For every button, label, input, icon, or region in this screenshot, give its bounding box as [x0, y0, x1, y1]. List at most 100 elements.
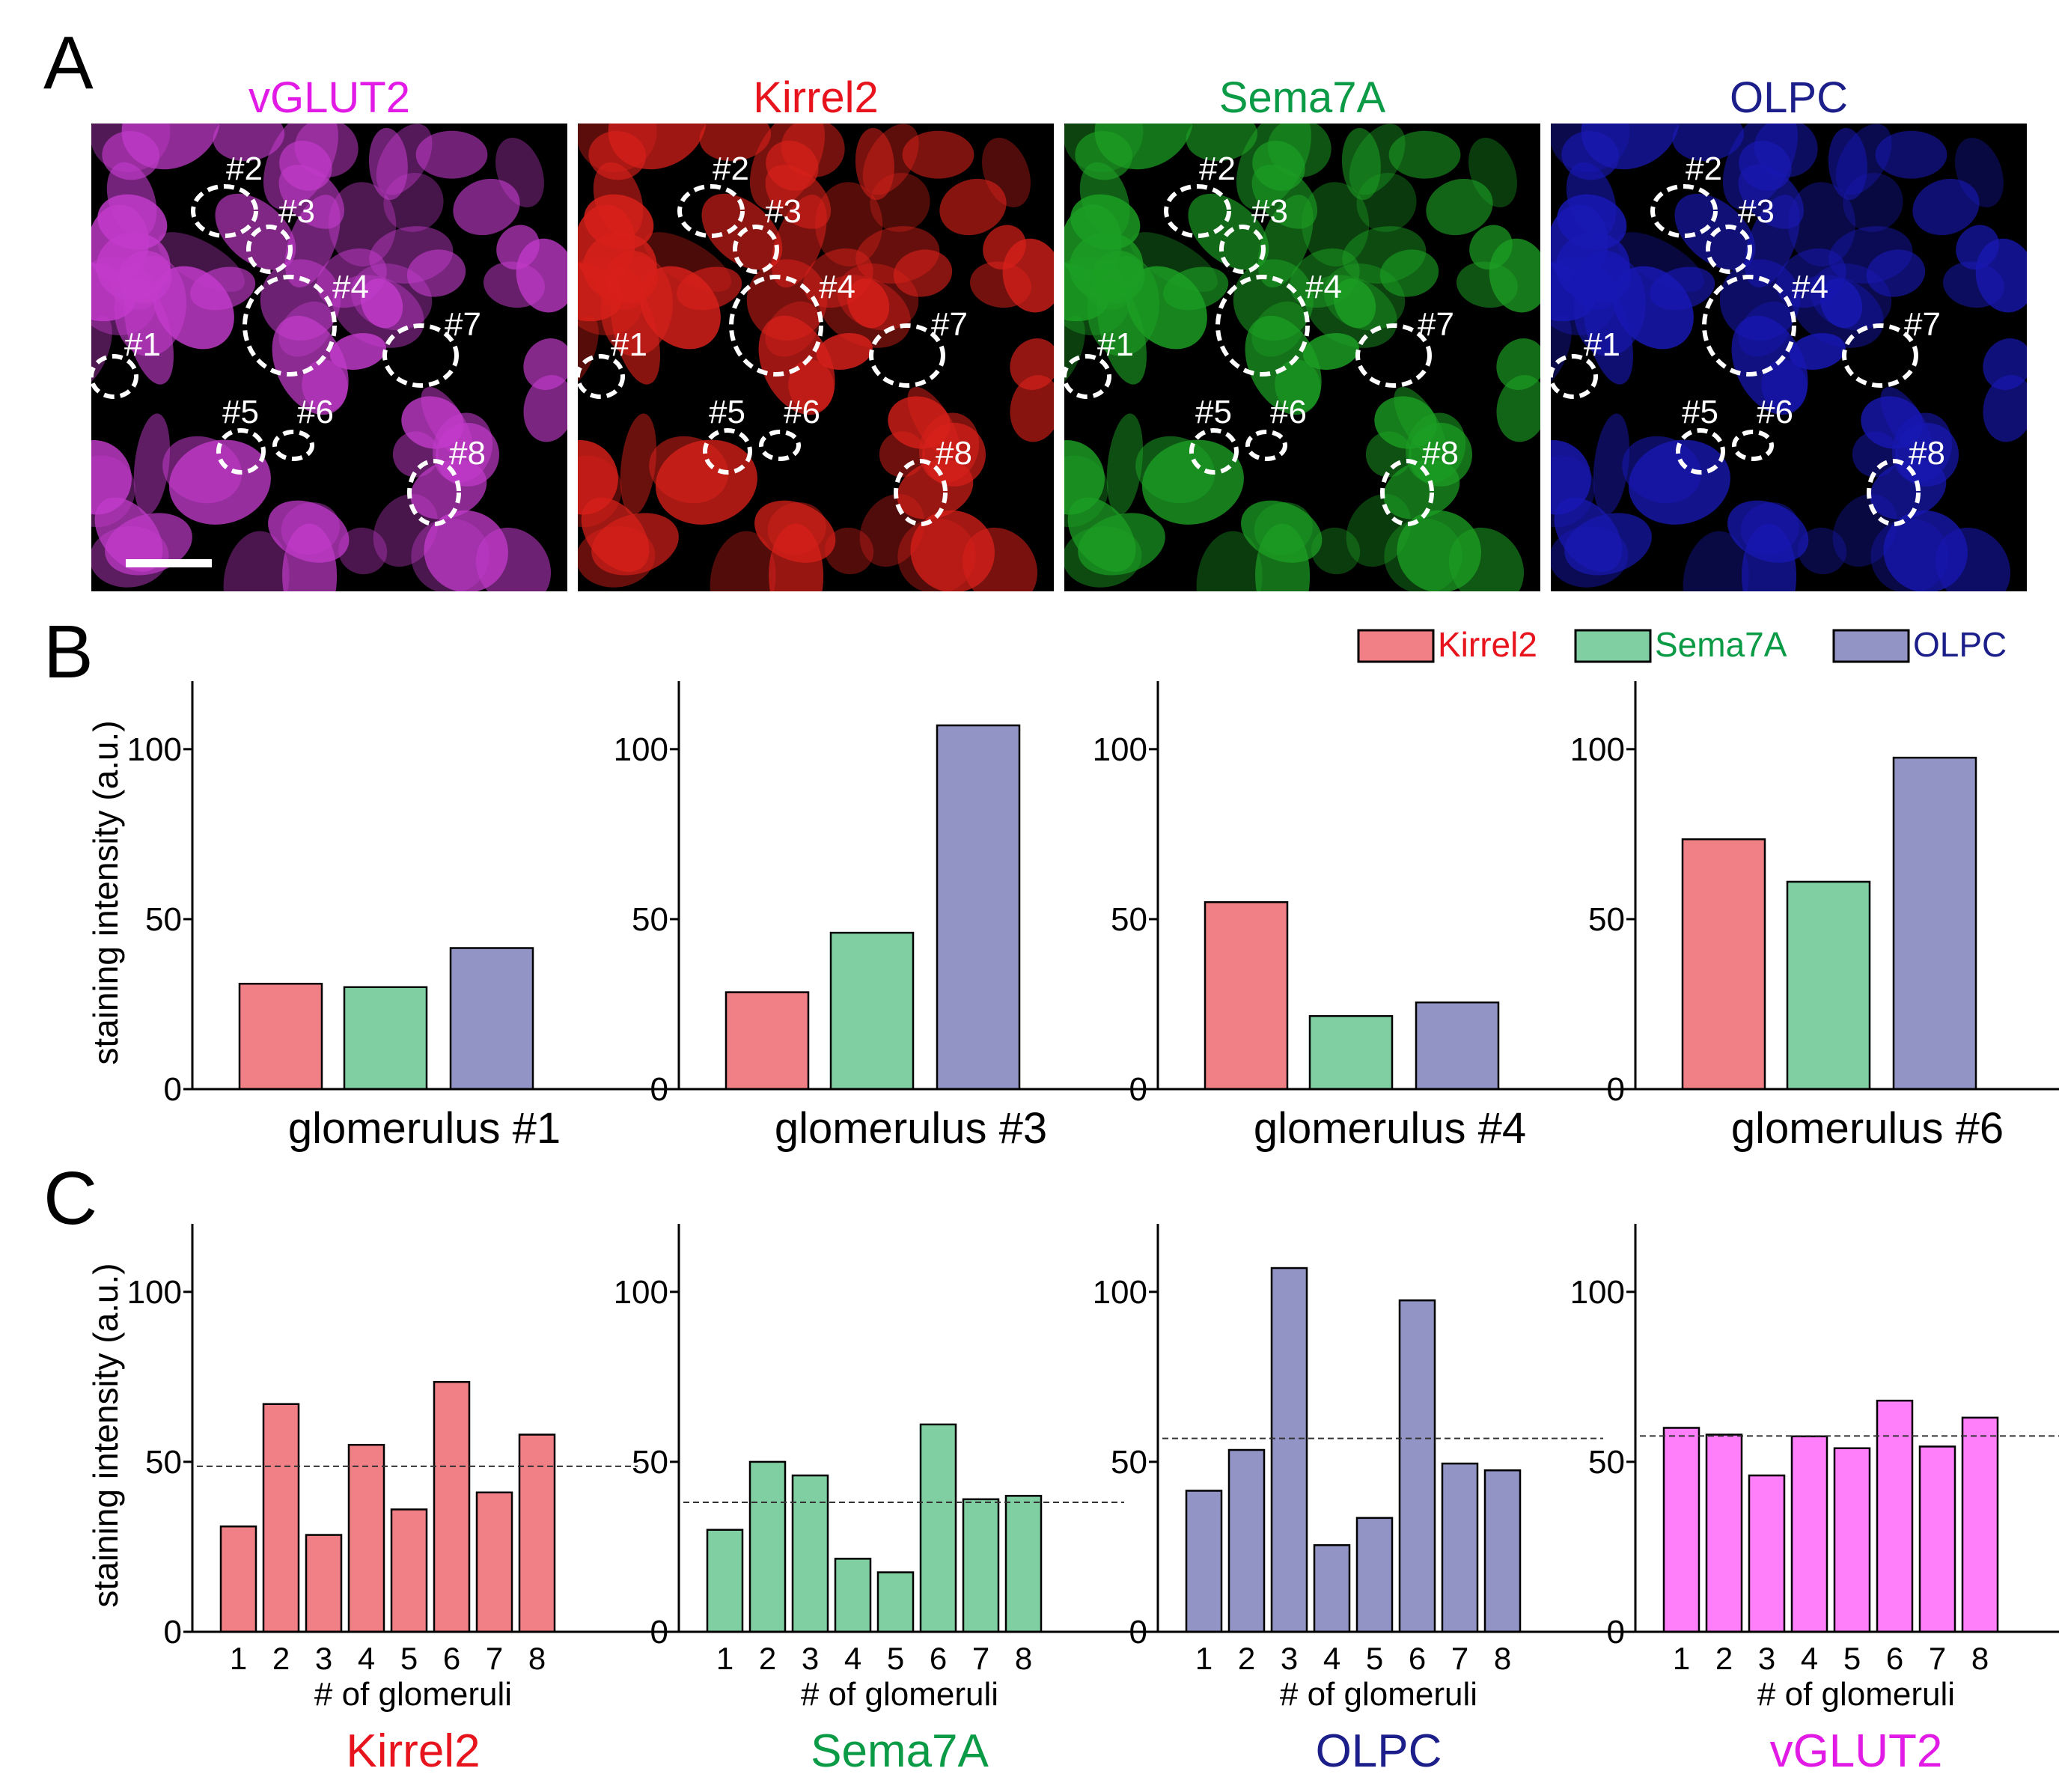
- glomerulus-outline: [1164, 184, 1231, 238]
- tissue-blob: [1581, 124, 1680, 170]
- tissue-blob: [1365, 431, 1412, 478]
- tissue-blob: [1334, 278, 1376, 329]
- tissue-blob: [1956, 225, 1999, 270]
- glomerulus-outline: [759, 430, 801, 461]
- x-tick-label: 2: [1715, 1641, 1733, 1676]
- tissue-blob: [484, 261, 545, 308]
- tissue-blob: [919, 412, 980, 483]
- tissue-blob: [121, 124, 221, 170]
- y-tick-label: 50: [1111, 901, 1147, 938]
- tissue-blob: [223, 531, 290, 591]
- chart-c-1: 1 2 3 4 5 6 7 8 0 50 100 # of glomeruli Kirrel2 stain…: [86, 1224, 694, 1777]
- tissue-blob: [982, 138, 1031, 207]
- tissue-blob: [1935, 527, 2011, 591]
- y-tick-label: 0: [164, 1614, 182, 1651]
- chart-title: Sema7A: [811, 1725, 989, 1777]
- x-tick-label: 7: [972, 1641, 989, 1676]
- tissue-blob: [902, 130, 974, 179]
- tissue-blob: [1078, 513, 1165, 576]
- x-tick-label: 3: [1758, 1641, 1775, 1676]
- y-tick-label: 0: [650, 1071, 668, 1108]
- glomerulus-label: #3: [765, 193, 802, 230]
- micrograph-title: OLPC: [1730, 73, 1848, 122]
- tissue-blob: [1593, 413, 1630, 516]
- tissue-blob: [383, 172, 444, 232]
- tissue-blob: [1090, 250, 1145, 304]
- y-tick-label: 50: [1588, 901, 1625, 938]
- micrograph-kirrel2: #1 #2 #3 #4 #5 #6 #7 #8: [576, 124, 1054, 591]
- bar: [1705, 1433, 1743, 1633]
- tissue-blob: [1106, 413, 1144, 516]
- chart-title: Kirrel2: [346, 1725, 480, 1777]
- glomerulus-label: #4: [1792, 269, 1828, 305]
- micrograph-vglut2: #1 #2 #3 #4 #5 #6 #7 #8: [89, 124, 567, 591]
- glomerulus-label: #2: [226, 150, 263, 187]
- tissue-blob: [523, 375, 567, 442]
- glomerulus-label: #3: [278, 193, 315, 230]
- glomerulus-label: #5: [222, 394, 259, 430]
- tissue-blob: [91, 315, 112, 388]
- x-axis-label: glomerulus #3: [775, 1104, 1047, 1153]
- glomerulus-outline: [729, 275, 823, 377]
- glomerulus-outline: [1380, 459, 1434, 526]
- glomerulus-label: #1: [1097, 326, 1134, 363]
- y-tick-label: 100: [127, 1274, 182, 1311]
- legend-label: Kirrel2: [1438, 625, 1537, 664]
- chart-b-1: 0 50 100 glomerulus #1 staining intensity (a…: [86, 681, 694, 1153]
- tissue-blob: [1742, 523, 1797, 591]
- tissue-blob: [1255, 523, 1311, 591]
- x-tick-label: 5: [887, 1641, 904, 1676]
- tissue-blob: [361, 278, 403, 329]
- tissue-blob: [1650, 266, 1715, 311]
- tissue-blob: [620, 413, 657, 516]
- tissue-blob: [1469, 225, 1513, 270]
- bar: [748, 1460, 787, 1633]
- glomerulus-label: #6: [1270, 394, 1307, 430]
- x-tick-label: 2: [759, 1641, 776, 1676]
- glomerulus-label: #7: [931, 306, 968, 343]
- glomerulus-label: #6: [784, 394, 820, 430]
- tissue-texture: [1064, 124, 1540, 591]
- bar: [919, 1423, 957, 1633]
- tissue-blob: [1983, 338, 2027, 390]
- glomerulus-outline: [382, 323, 459, 388]
- glomerulus-outline: [1650, 184, 1718, 238]
- tissue-blob: [453, 178, 520, 236]
- scale-bar: [126, 559, 212, 567]
- bar: [1313, 1543, 1351, 1633]
- glomerulus-outline: [407, 459, 461, 526]
- tissue-blob: [368, 127, 408, 201]
- glomerulus-outline: [677, 184, 745, 238]
- y-tick-label: 0: [1607, 1614, 1625, 1651]
- y-tick-label: 50: [1111, 1444, 1147, 1481]
- tissue-blob: [190, 266, 256, 311]
- bar: [262, 1403, 300, 1633]
- tissue-blob: [814, 182, 883, 266]
- micrograph-title: Kirrel2: [753, 73, 879, 122]
- y-tick-label: 100: [614, 731, 668, 768]
- tissue-blob: [1622, 436, 1702, 504]
- bar: [219, 1525, 257, 1633]
- tissue-blob: [1341, 127, 1381, 201]
- legend-label: OLPC: [1913, 625, 2007, 664]
- glomerulus-label: #4: [332, 269, 369, 305]
- tissue-blob: [1388, 130, 1461, 179]
- tissue-blob: [433, 412, 493, 483]
- tissue-blob: [870, 172, 930, 232]
- tissue-blob: [983, 225, 1026, 270]
- x-tick-label: 1: [230, 1641, 247, 1676]
- glomerulus-label: #5: [1682, 394, 1718, 430]
- tissue-blob: [1551, 455, 1595, 528]
- bar: [1204, 900, 1289, 1091]
- glomerulus-outline: [1549, 354, 1598, 399]
- bar: [1415, 1001, 1500, 1091]
- tissue-blob: [1064, 439, 1105, 515]
- tissue-blob: [328, 182, 397, 266]
- bar: [1270, 1267, 1308, 1633]
- glomerulus-label: #6: [1757, 394, 1793, 430]
- glomerulus-outline: [1732, 430, 1774, 461]
- tissue-blob: [213, 124, 285, 162]
- tissue-blob: [282, 523, 338, 591]
- y-tick-label: 0: [164, 1071, 182, 1108]
